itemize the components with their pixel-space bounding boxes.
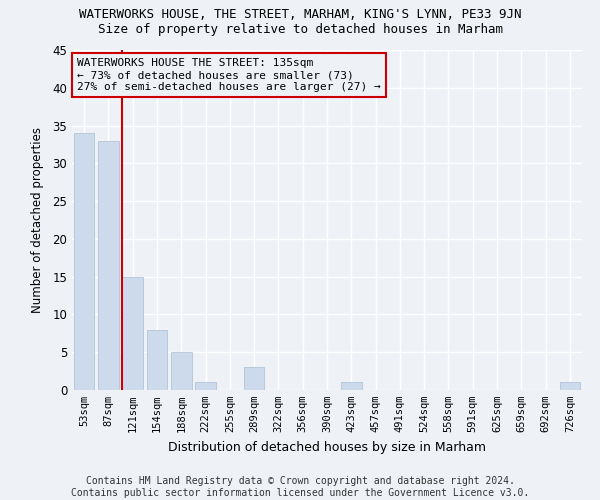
Bar bbox=[146, 330, 167, 390]
Bar bbox=[98, 140, 119, 390]
Bar bbox=[244, 368, 265, 390]
Bar bbox=[560, 382, 580, 390]
Text: Contains HM Land Registry data © Crown copyright and database right 2024.
Contai: Contains HM Land Registry data © Crown c… bbox=[71, 476, 529, 498]
Text: WATERWORKS HOUSE, THE STREET, MARHAM, KING'S LYNN, PE33 9JN: WATERWORKS HOUSE, THE STREET, MARHAM, KI… bbox=[79, 8, 521, 20]
Bar bbox=[122, 276, 143, 390]
Text: WATERWORKS HOUSE THE STREET: 135sqm
← 73% of detached houses are smaller (73)
27: WATERWORKS HOUSE THE STREET: 135sqm ← 73… bbox=[77, 58, 381, 92]
Bar bbox=[74, 133, 94, 390]
Y-axis label: Number of detached properties: Number of detached properties bbox=[31, 127, 44, 313]
Bar bbox=[195, 382, 216, 390]
Bar bbox=[171, 352, 191, 390]
Text: Size of property relative to detached houses in Marham: Size of property relative to detached ho… bbox=[97, 22, 503, 36]
X-axis label: Distribution of detached houses by size in Marham: Distribution of detached houses by size … bbox=[168, 440, 486, 454]
Bar bbox=[341, 382, 362, 390]
